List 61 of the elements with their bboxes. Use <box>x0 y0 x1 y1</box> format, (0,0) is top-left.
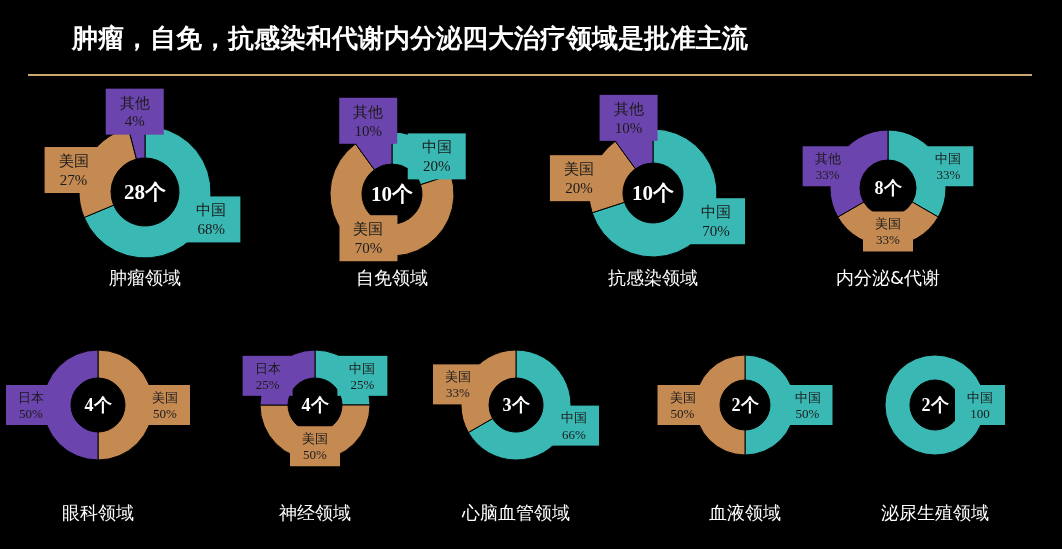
slice-label: 中国 <box>935 150 962 166</box>
data-label: 27% <box>59 171 88 188</box>
slice-label: 中国 <box>967 389 993 405</box>
data-label: 50% <box>670 405 695 421</box>
slice-label: 日本 <box>18 389 44 405</box>
text: 28个 <box>124 180 166 204</box>
slice-label: 中国 <box>794 389 821 405</box>
data-label: 10% <box>614 119 643 136</box>
data-label: 33% <box>446 385 471 401</box>
text: 自免领域 <box>356 266 428 288</box>
slice-label: 中国 <box>701 204 732 221</box>
text: 4个 <box>84 395 113 415</box>
text: 肿瘤，自免，抗感染和代谢内分泌四大治疗领域是批准主流 <box>71 23 749 53</box>
slice-label: 美国 <box>302 430 328 446</box>
slice-label: 美国 <box>58 153 89 170</box>
slice-label: 中国 <box>421 139 452 156</box>
data-label: 20% <box>565 179 593 196</box>
slice-label: 美国 <box>563 161 594 178</box>
text: 内分泌&代谢 <box>835 266 941 288</box>
slice-label: 其他 <box>814 150 841 166</box>
slice-label: 美国 <box>669 389 696 405</box>
data-label: 10% <box>354 122 382 139</box>
data-label: 66% <box>562 426 587 442</box>
slice-label: 其他 <box>353 103 384 120</box>
text: 4个 <box>301 395 330 415</box>
text: 10个 <box>371 182 413 206</box>
data-label: 20% <box>422 158 451 175</box>
data-label: 70% <box>702 222 730 239</box>
data-label: 50% <box>153 405 178 421</box>
slice-label: 中国 <box>349 360 376 376</box>
text: 心脑血管领域 <box>461 501 570 523</box>
text: 眼科领域 <box>62 501 134 523</box>
text: 8个 <box>874 178 903 198</box>
data-label: 70% <box>354 239 383 256</box>
slice-label: 美国 <box>152 389 178 405</box>
text: 3个 <box>502 395 531 415</box>
data-label: 50% <box>795 405 820 421</box>
data-label: 25% <box>350 376 375 392</box>
text: 10个 <box>632 181 674 205</box>
slice-label: 其他 <box>119 94 150 111</box>
text: 血液领域 <box>709 501 781 523</box>
data-label: 33% <box>876 232 901 248</box>
text: 泌尿生殖领域 <box>881 501 989 523</box>
data-label: 33% <box>815 167 840 183</box>
text: 2个 <box>921 395 950 415</box>
slice-label: 美国 <box>353 221 384 238</box>
text: 2个 <box>731 395 760 415</box>
data-label: 50% <box>303 447 328 463</box>
data-label: 4% <box>124 113 145 130</box>
slice-label: 中国 <box>561 410 588 426</box>
slice-label: 美国 <box>875 216 901 232</box>
data-label: 33% <box>936 167 961 183</box>
text: 神经领域 <box>279 501 351 523</box>
slice-label: 美国 <box>444 369 471 385</box>
slice-label: 其他 <box>613 100 644 117</box>
slice-label: 中国 <box>196 202 227 219</box>
data-label: 100 <box>970 405 990 421</box>
text: 肿瘤领域 <box>109 266 181 288</box>
data-label: 68% <box>197 221 226 238</box>
text: 抗感染领域 <box>608 266 698 288</box>
data-label: 50% <box>19 405 44 421</box>
